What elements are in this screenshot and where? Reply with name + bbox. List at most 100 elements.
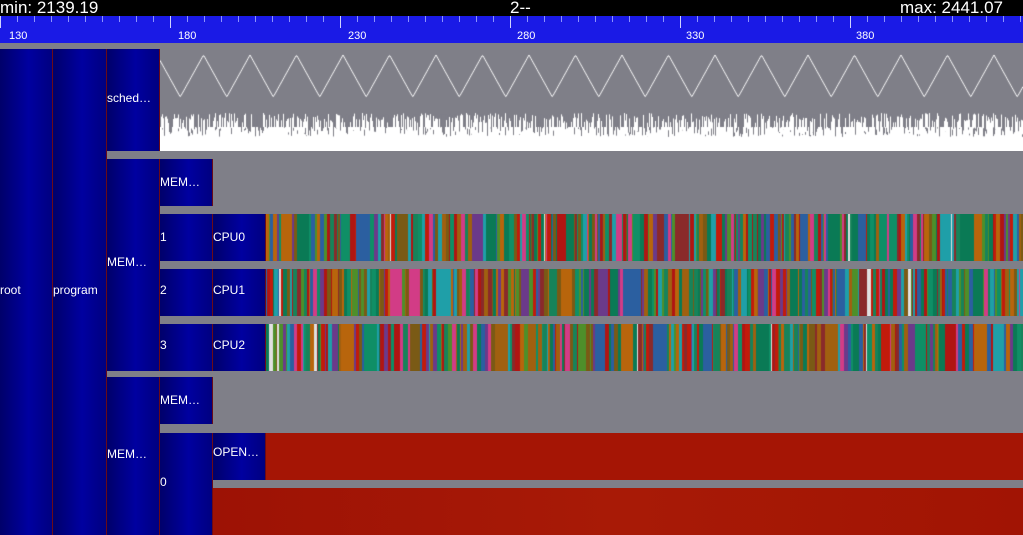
ruler-tick (986, 16, 987, 22)
ruler-tick (765, 16, 766, 22)
ruler-tick (204, 16, 205, 22)
open-label: OPEN… (213, 445, 260, 459)
trace-title: 2-- (510, 0, 531, 17)
ruler-tick (578, 16, 579, 22)
mem-row-label: MEM… (160, 393, 200, 407)
ruler-tick (901, 16, 902, 22)
ruler-tick (748, 16, 749, 22)
ruler-tick (238, 16, 239, 22)
cpu0-activity (266, 214, 1023, 261)
ruler-tick (935, 16, 936, 22)
ruler-tick (102, 16, 103, 22)
ruler-tick (442, 16, 443, 22)
ruler-tick (1003, 16, 1004, 22)
ruler-tick (714, 16, 715, 22)
ruler-tick (272, 16, 273, 22)
ruler-tick (646, 16, 647, 22)
cpu-block[interactable]: CPU0 (213, 214, 266, 261)
cpu2-track[interactable] (266, 324, 1023, 371)
ruler-tick (85, 16, 86, 22)
cpu-index-block[interactable]: 1 (160, 214, 213, 261)
ruler-tick (697, 16, 698, 22)
ruler-tick-label: 330 (686, 30, 705, 42)
ruler-tick (799, 16, 800, 22)
time-ruler[interactable]: 130 180 230 280 330 380 (0, 16, 1023, 43)
open-index-block[interactable]: 0 (160, 433, 213, 535)
max-label: max: 2441.07 (899, 0, 1003, 17)
ruler-tick (136, 16, 137, 22)
ruler-tick (255, 16, 256, 22)
open-track-lower[interactable] (213, 488, 1023, 535)
ruler-tick (306, 16, 307, 22)
ruler-tick (731, 16, 732, 22)
open-block[interactable]: OPEN… (213, 433, 266, 480)
ruler-tick (527, 16, 528, 22)
open-track[interactable] (266, 433, 1023, 480)
cpu-block[interactable]: CPU1 (213, 269, 266, 316)
cpu-label: CPU0 (213, 230, 246, 244)
ruler-tick (510, 16, 511, 28)
mem-row-block[interactable]: MEM… (160, 377, 213, 424)
ruler-tick-label: 280 (517, 30, 536, 42)
mem-row-block[interactable]: MEM… (160, 159, 213, 206)
cpu-index-block[interactable]: 3 (160, 324, 213, 371)
ruler-tick (0, 16, 1, 28)
ruler-tick (612, 16, 613, 22)
cpu-block[interactable]: CPU2 (213, 324, 266, 371)
ruler-tick (833, 16, 834, 22)
sched-label: sched… (107, 91, 152, 105)
cpu-index-label: 1 (160, 230, 167, 244)
cpu-label: CPU2 (213, 338, 246, 352)
ruler-tick-label: 380 (856, 30, 875, 42)
ruler-tick (663, 16, 664, 22)
sched-block[interactable]: sched… (107, 49, 160, 151)
program-label: program (53, 283, 98, 297)
ruler-tick (969, 16, 970, 22)
ruler-tick (34, 16, 35, 22)
ruler-tick (952, 16, 953, 22)
mem-group-label: MEM… (107, 255, 147, 269)
ruler-tick (1020, 16, 1021, 22)
ruler-tick (680, 16, 681, 28)
cpu2-activity (266, 324, 1023, 371)
ruler-tick (459, 16, 460, 22)
sched-track[interactable] (160, 49, 1023, 151)
ruler-tick (323, 16, 324, 22)
ruler-tick-label: 180 (178, 30, 197, 42)
ruler-tick (68, 16, 69, 22)
ruler-tick (544, 16, 545, 22)
cpu0-track[interactable] (266, 214, 1023, 261)
ruler-tick (850, 16, 851, 28)
ruler-tick (884, 16, 885, 22)
mem-group-block[interactable]: MEM… (107, 377, 160, 535)
cpu-index-label: 3 (160, 338, 167, 352)
min-label: min: 2139.19 (0, 0, 99, 17)
ruler-tick (391, 16, 392, 22)
cpu1-track[interactable] (266, 269, 1023, 316)
mem-row-label: MEM… (160, 175, 200, 189)
cpu1-activity (266, 269, 1023, 316)
mem-group-label: MEM… (107, 447, 147, 461)
ruler-tick (51, 16, 52, 22)
ruler-tick (595, 16, 596, 22)
ruler-tick (867, 16, 868, 22)
ruler-tick (289, 16, 290, 22)
ruler-tick-label: 130 (9, 30, 28, 42)
ruler-tick (374, 16, 375, 22)
open-index-label: 0 (160, 475, 167, 489)
ruler-tick (918, 16, 919, 22)
top-status-bar: min: 2139.19 2-- max: 2441.07 (0, 0, 1023, 16)
ruler-tick (153, 16, 154, 22)
ruler-tick (476, 16, 477, 22)
cpu-index-label: 2 (160, 283, 167, 297)
ruler-tick (357, 16, 358, 22)
root-label: root (0, 283, 21, 297)
ruler-tick-label: 230 (348, 30, 367, 42)
root-block[interactable]: root (0, 49, 53, 535)
mem-group-block[interactable]: MEM… (107, 159, 160, 371)
ruler-tick (17, 16, 18, 22)
ruler-tick (782, 16, 783, 22)
cpu-index-block[interactable]: 2 (160, 269, 213, 316)
program-block[interactable]: program (53, 49, 107, 535)
ruler-tick (187, 16, 188, 22)
